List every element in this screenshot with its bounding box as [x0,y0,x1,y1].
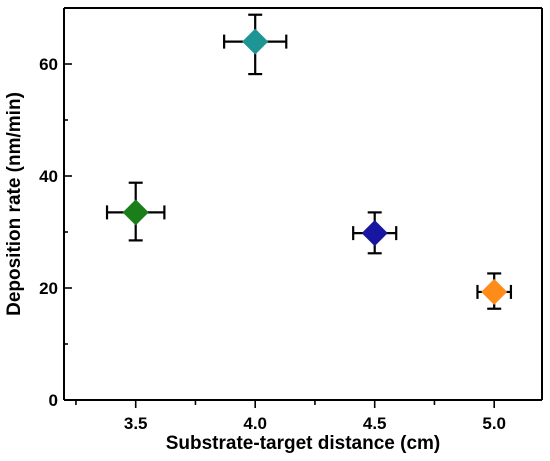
tick-labels: 0 20 40 60 3.5 4.0 4.5 5.0 [39,55,506,433]
y-tick-label: 20 [39,279,58,298]
diamond-marker [122,199,149,226]
x-tick-label: 4.0 [243,414,267,433]
y-tick-label: 60 [39,55,58,74]
y-tick-label: 40 [39,167,58,186]
diamond-marker [242,28,269,55]
data-point [476,272,513,310]
x-tick-label: 5.0 [482,414,506,433]
x-axis-title: Substrate-target distance (cm) [166,433,441,454]
diamond-marker [361,220,388,247]
x-tick-label: 4.5 [363,414,387,433]
axes [63,7,543,408]
data-point [105,181,166,242]
y-axis-title: Deposition rate (nm/min) [4,92,25,316]
data-point [223,13,288,76]
diamond-marker [481,278,508,305]
y-tick-label: 0 [49,391,58,410]
data-point [352,211,398,255]
data-points [105,13,513,310]
x-tick-label: 3.5 [124,414,148,433]
